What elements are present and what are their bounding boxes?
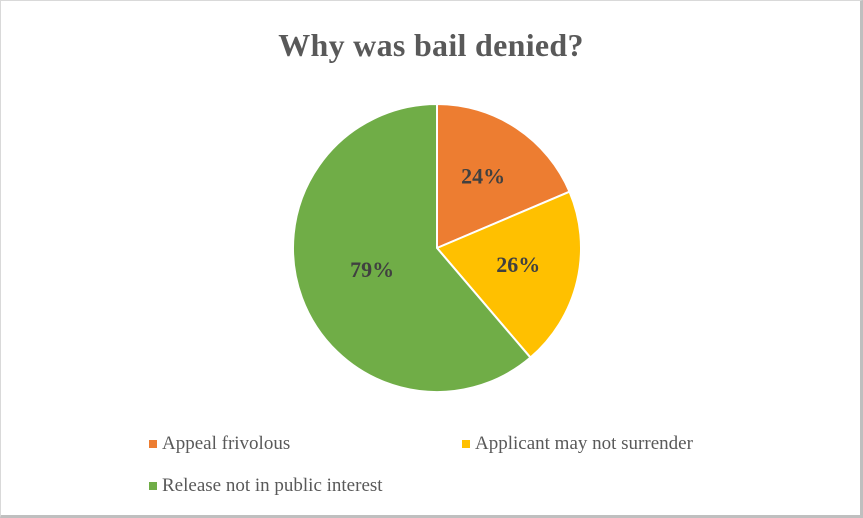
data-label: 26% <box>496 252 540 277</box>
legend-item-release-not-in-public-interest: Release not in public interest <box>149 475 383 497</box>
data-label: 24% <box>461 163 505 188</box>
pie-slice-appeal-frivolous <box>436 102 571 250</box>
legend-label: Release not in public interest <box>162 475 383 496</box>
pie-slice-applicant-may-not-surrender <box>435 190 582 359</box>
chart-title: Why was bail denied? <box>278 27 584 63</box>
legend-item-applicant-may-not-surrender: Applicant may not surrender <box>462 433 693 455</box>
legend-label: Applicant may not surrender <box>475 433 693 454</box>
legend-swatch <box>149 482 157 490</box>
pie-slice-release-not-in-public-interest <box>292 102 532 393</box>
legend-swatch <box>462 440 470 448</box>
data-label: 79% <box>350 257 394 282</box>
legend-swatch <box>149 440 157 448</box>
legend-item-appeal-frivolous: Appeal frivolous <box>149 433 290 455</box>
legend-label: Appeal frivolous <box>162 433 291 454</box>
